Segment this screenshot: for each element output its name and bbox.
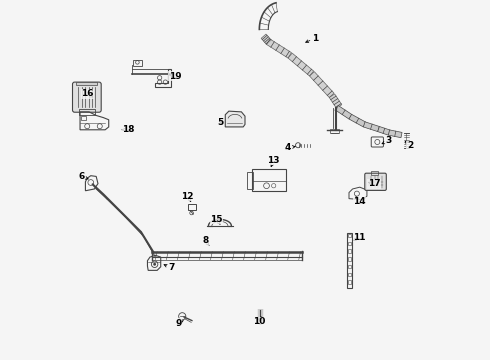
Bar bbox=[330, 129, 339, 134]
Bar bbox=[347, 233, 352, 288]
Polygon shape bbox=[329, 94, 342, 108]
Text: 14: 14 bbox=[353, 197, 366, 206]
Text: 11: 11 bbox=[353, 233, 366, 242]
Bar bbox=[252, 169, 286, 192]
Bar bbox=[348, 273, 351, 276]
Text: 9: 9 bbox=[175, 319, 182, 328]
Bar bbox=[348, 265, 351, 269]
Polygon shape bbox=[310, 72, 334, 98]
Text: 12: 12 bbox=[181, 192, 194, 201]
FancyBboxPatch shape bbox=[365, 173, 386, 190]
Polygon shape bbox=[378, 126, 390, 135]
Bar bbox=[81, 116, 86, 120]
Text: 10: 10 bbox=[253, 317, 266, 326]
Polygon shape bbox=[225, 111, 245, 127]
Text: 13: 13 bbox=[268, 156, 280, 165]
Bar bbox=[76, 82, 97, 85]
Text: 5: 5 bbox=[217, 118, 223, 127]
Polygon shape bbox=[288, 53, 314, 76]
Bar bbox=[247, 172, 252, 189]
Text: 19: 19 bbox=[169, 72, 181, 81]
Text: 3: 3 bbox=[385, 136, 392, 145]
Polygon shape bbox=[335, 105, 352, 119]
FancyBboxPatch shape bbox=[73, 82, 101, 112]
Bar bbox=[348, 280, 351, 284]
Text: 15: 15 bbox=[210, 215, 222, 224]
Text: 1: 1 bbox=[312, 34, 318, 43]
Polygon shape bbox=[389, 130, 402, 138]
Bar bbox=[370, 171, 378, 175]
Bar bbox=[348, 242, 351, 245]
Text: 16: 16 bbox=[81, 89, 94, 98]
Text: 6: 6 bbox=[79, 172, 85, 181]
Bar bbox=[348, 249, 351, 253]
Polygon shape bbox=[364, 122, 379, 132]
Text: 4: 4 bbox=[285, 143, 291, 152]
Polygon shape bbox=[267, 39, 292, 58]
Polygon shape bbox=[349, 114, 366, 127]
Text: 18: 18 bbox=[122, 125, 135, 134]
Text: 2: 2 bbox=[407, 141, 413, 150]
Text: 17: 17 bbox=[368, 179, 380, 188]
Text: 7: 7 bbox=[168, 264, 174, 273]
Bar bbox=[188, 204, 196, 211]
Bar bbox=[348, 257, 351, 261]
Polygon shape bbox=[261, 34, 271, 44]
Bar bbox=[348, 234, 351, 237]
Bar bbox=[79, 109, 95, 116]
Bar bbox=[133, 59, 142, 66]
Text: 8: 8 bbox=[202, 237, 209, 246]
Circle shape bbox=[153, 263, 156, 266]
